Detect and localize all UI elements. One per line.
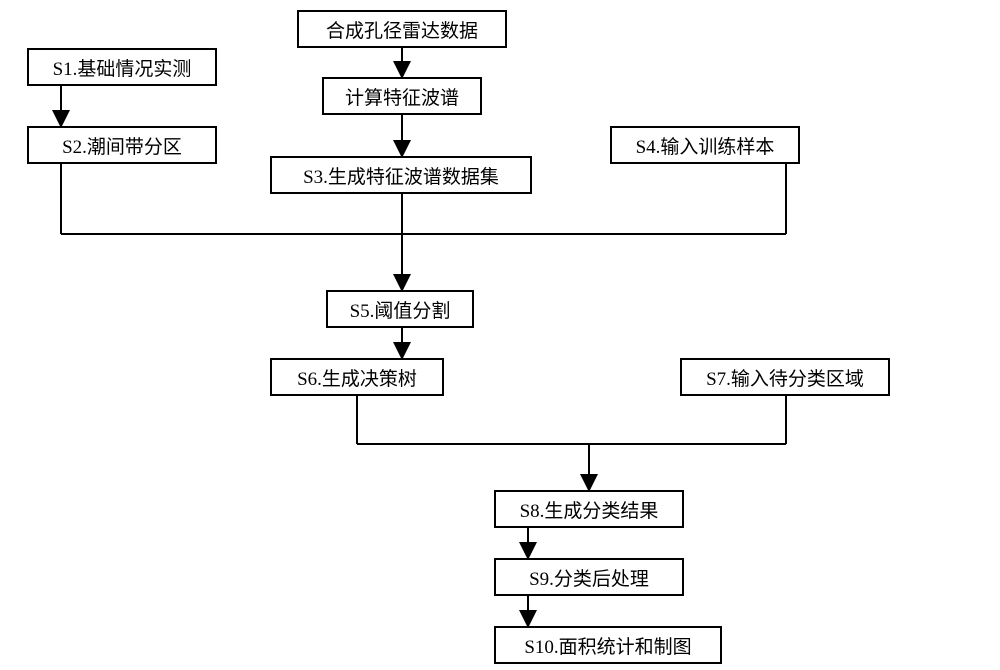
node-label: S9.分类后处理 <box>529 564 649 591</box>
node-label: 计算特征波谱 <box>345 83 459 110</box>
node-calc-spectrum: 计算特征波谱 <box>322 77 482 115</box>
node-label: S1.基础情况实测 <box>53 54 192 81</box>
node-s6: S6.生成决策树 <box>270 358 444 396</box>
node-label: S4.输入训练样本 <box>636 132 775 159</box>
node-s7: S7.输入待分类区域 <box>680 358 890 396</box>
node-s9: S9.分类后处理 <box>494 558 684 596</box>
node-s3: S3.生成特征波谱数据集 <box>270 156 532 194</box>
node-label: S10.面积统计和制图 <box>524 632 691 659</box>
node-label: 合成孔径雷达数据 <box>326 16 478 43</box>
node-label: S8.生成分类结果 <box>520 496 659 523</box>
node-label: S6.生成决策树 <box>297 364 417 391</box>
node-s10: S10.面积统计和制图 <box>494 626 722 664</box>
node-s8: S8.生成分类结果 <box>494 490 684 528</box>
flowchart-canvas: 合成孔径雷达数据 S1.基础情况实测 计算特征波谱 S2.潮间带分区 S3.生成… <box>0 0 1000 670</box>
node-s5: S5.阈值分割 <box>326 290 474 328</box>
node-label: S5.阈值分割 <box>350 296 451 323</box>
node-top-radar: 合成孔径雷达数据 <box>297 10 507 48</box>
node-label: S3.生成特征波谱数据集 <box>303 162 499 189</box>
node-label: S7.输入待分类区域 <box>706 364 864 391</box>
node-s4: S4.输入训练样本 <box>610 126 800 164</box>
node-label: S2.潮间带分区 <box>62 132 182 159</box>
node-s2: S2.潮间带分区 <box>27 126 217 164</box>
node-s1: S1.基础情况实测 <box>27 48 217 86</box>
